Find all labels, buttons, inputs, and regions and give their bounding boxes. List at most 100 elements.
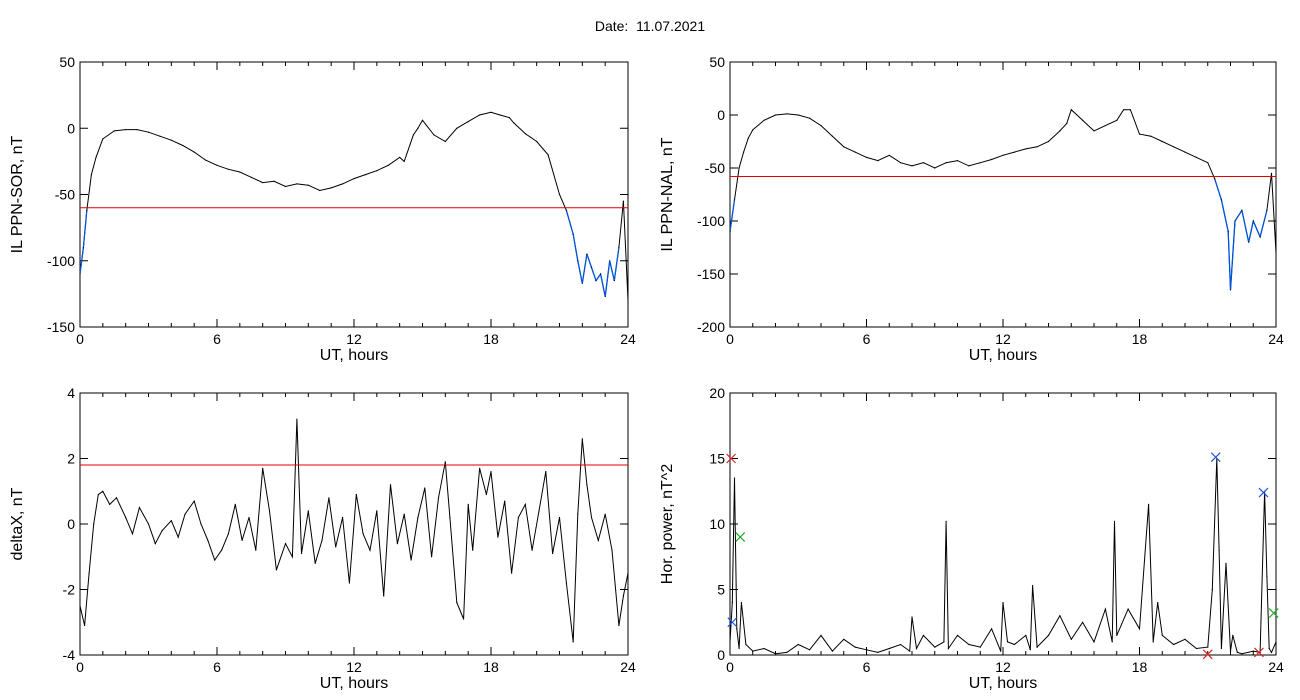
marker-blue bbox=[727, 617, 738, 628]
data-point bbox=[1225, 562, 1227, 564]
data-point bbox=[934, 167, 936, 169]
data-point bbox=[275, 569, 277, 571]
data-point bbox=[504, 500, 506, 502]
data-point bbox=[809, 649, 811, 651]
data-point bbox=[1059, 130, 1061, 132]
data-point bbox=[1275, 641, 1276, 643]
data-point bbox=[1123, 109, 1125, 111]
y-tick-label: 0 bbox=[717, 647, 725, 663]
data-point bbox=[743, 151, 745, 153]
data-point bbox=[854, 646, 856, 648]
x-tick-label: 24 bbox=[1268, 331, 1284, 347]
data-point bbox=[558, 516, 561, 519]
data-point bbox=[979, 646, 981, 648]
x-tick-label: 6 bbox=[213, 331, 221, 347]
data-point bbox=[403, 513, 405, 515]
data-point bbox=[909, 650, 911, 652]
data-point bbox=[205, 159, 207, 161]
data-point bbox=[170, 520, 172, 522]
panel-hor-power: 0 6 12 18 24 0 5 10 15 20 UT, hours Hor. power, nT^… bbox=[659, 385, 1284, 692]
data-point bbox=[193, 500, 195, 502]
data-point bbox=[786, 651, 788, 654]
data-point bbox=[613, 280, 615, 282]
data-point bbox=[221, 549, 223, 551]
data-point bbox=[113, 130, 115, 132]
data-point bbox=[300, 552, 303, 555]
data-point bbox=[376, 170, 378, 172]
data-point bbox=[1036, 146, 1038, 148]
data-point bbox=[1218, 549, 1220, 551]
data-point bbox=[403, 160, 405, 162]
series-line-0 bbox=[730, 458, 1276, 655]
series-below-threshold bbox=[730, 178, 1268, 290]
series-line-0 bbox=[80, 111, 628, 301]
data-point bbox=[774, 114, 777, 116]
data-point bbox=[170, 139, 172, 141]
data-point bbox=[820, 634, 822, 637]
data-point bbox=[1252, 650, 1254, 652]
data-point bbox=[1259, 236, 1261, 238]
plot-frame bbox=[729, 61, 1277, 328]
data-point bbox=[622, 595, 625, 597]
data-point bbox=[730, 231, 731, 233]
data-point bbox=[604, 295, 606, 298]
data-point bbox=[410, 559, 412, 561]
data-point bbox=[609, 260, 611, 262]
data-point bbox=[545, 471, 547, 473]
y-tick-label: -50 bbox=[55, 187, 75, 203]
data-point bbox=[979, 162, 981, 164]
x-tick-label: 18 bbox=[483, 331, 499, 347]
data-point bbox=[586, 484, 588, 486]
data-point bbox=[284, 543, 287, 545]
data-point bbox=[1157, 602, 1159, 604]
x-tick-label: 24 bbox=[1268, 659, 1284, 675]
data-point bbox=[627, 572, 628, 574]
x-tick-label: 24 bbox=[620, 331, 636, 347]
data-point bbox=[736, 628, 738, 630]
data-point bbox=[1002, 154, 1004, 156]
y-tick-label: 50 bbox=[59, 54, 75, 70]
data-point bbox=[1047, 140, 1050, 143]
data-point bbox=[109, 503, 111, 505]
data-point bbox=[159, 135, 161, 137]
data-point bbox=[738, 647, 740, 650]
data-point bbox=[586, 253, 588, 255]
x-tick-label: 0 bbox=[76, 331, 84, 347]
data-point bbox=[1104, 608, 1106, 610]
data-point bbox=[622, 200, 625, 202]
data-point bbox=[376, 510, 378, 512]
data-point bbox=[227, 168, 229, 170]
data-point bbox=[268, 510, 271, 512]
x-tick-label: 12 bbox=[346, 331, 362, 347]
data-point bbox=[1036, 646, 1038, 648]
x-axis-label: UT, hours bbox=[969, 347, 1037, 364]
data-point bbox=[499, 114, 501, 116]
data-point bbox=[314, 562, 316, 564]
data-point bbox=[399, 156, 401, 158]
x-tick-label: 12 bbox=[995, 659, 1011, 675]
data-point bbox=[943, 641, 945, 643]
data-point bbox=[572, 641, 574, 643]
y-tick-label: 5 bbox=[717, 582, 725, 598]
data-point bbox=[595, 280, 597, 282]
data-point bbox=[433, 134, 435, 136]
x-axis-label: UT, hours bbox=[969, 675, 1037, 692]
data-point bbox=[216, 164, 218, 166]
data-point bbox=[421, 119, 424, 121]
data-point bbox=[786, 113, 788, 115]
data-point bbox=[1116, 119, 1118, 121]
data-point bbox=[922, 634, 925, 637]
data-point bbox=[97, 493, 99, 496]
y-tick-label: 4 bbox=[67, 385, 75, 401]
data-point bbox=[517, 516, 520, 519]
data-point bbox=[524, 133, 526, 135]
x-tick-label: 12 bbox=[995, 331, 1011, 347]
data-point bbox=[1116, 634, 1118, 637]
data-point bbox=[200, 523, 202, 525]
data-point bbox=[911, 165, 913, 167]
data-point bbox=[1070, 638, 1072, 640]
y-tick-label: -150 bbox=[697, 266, 725, 282]
data-point bbox=[843, 638, 845, 640]
data-point bbox=[1161, 140, 1163, 143]
